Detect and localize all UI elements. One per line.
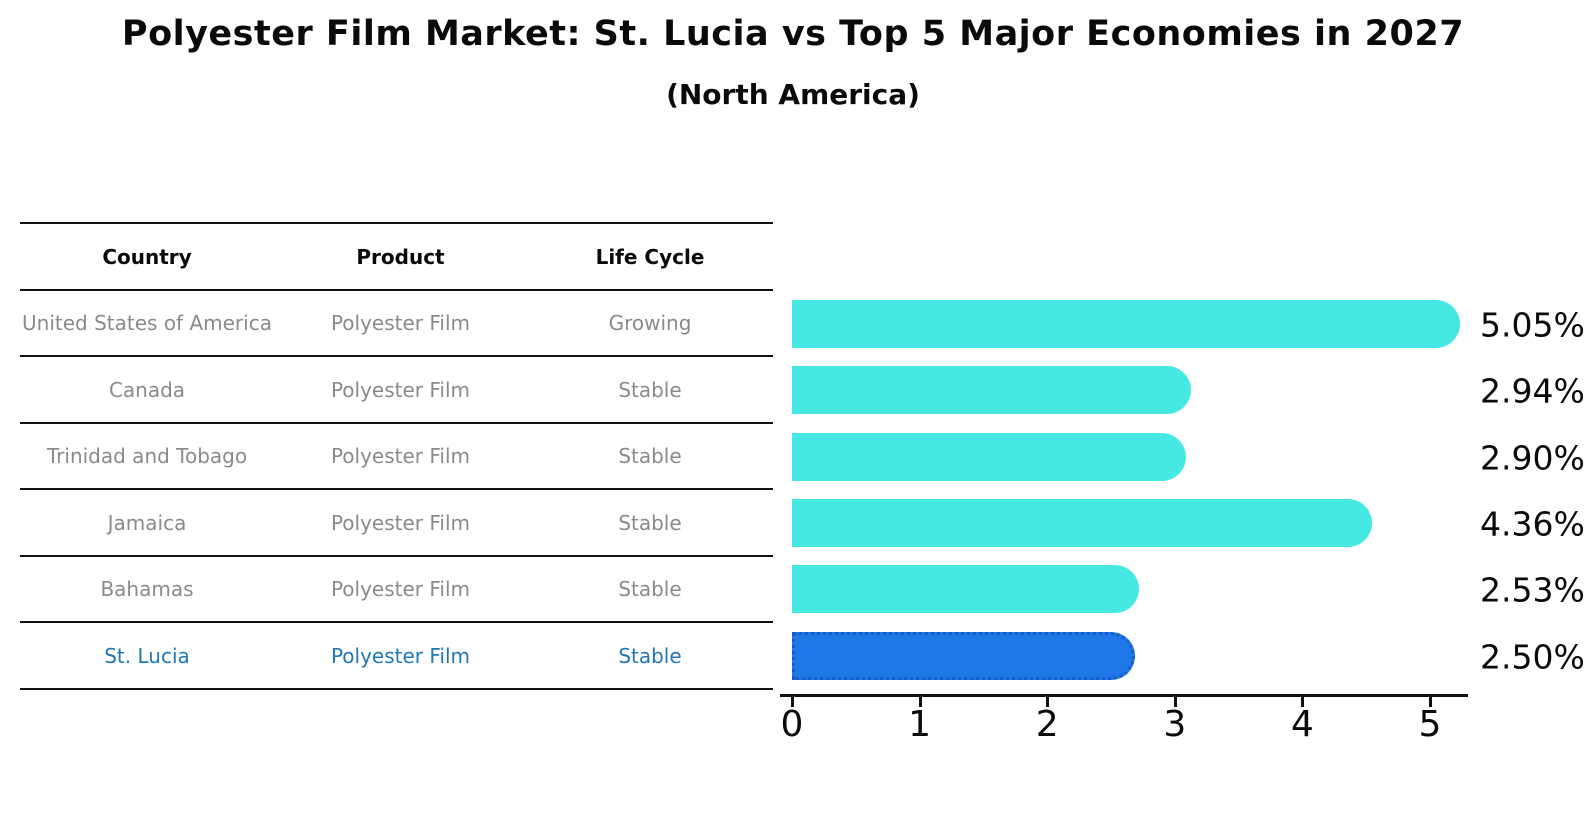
bar-united-states [792,300,1461,348]
bar-value-label: 2.94% [1480,371,1585,411]
country-cell: St. Lucia [104,643,190,668]
bar-value-label: 2.50% [1480,637,1585,676]
life-cycle-cell: Stable [618,510,682,535]
table-row: Jamaica Polyester Film Stable [20,490,773,555]
life-cycle-cell: Stable [618,444,682,468]
x-axis-tick-label: 0 [780,704,804,745]
table-rule [20,488,773,490]
bar-value-label: 5.05% [1480,305,1585,345]
bar-value-label: 4.36% [1480,504,1585,544]
country-cell: Bahamas [100,577,194,601]
column-header-life-cycle: Life Cycle [595,244,705,269]
x-axis-tick-label: 1 [908,704,932,745]
product-cell: Polyester Film [330,311,471,335]
table-rule [20,355,773,357]
x-axis-tick [1046,697,1050,707]
column-header-country: Country [102,244,192,269]
table-rule [20,555,773,557]
table-rule [20,289,773,291]
table-rule [20,688,773,690]
page-subtitle: (North America) [666,78,920,111]
bar-bahamas [792,565,1139,614]
table-row: Canada Polyester Film Stable [20,357,773,422]
x-axis-tick [1429,697,1432,707]
x-axis-tick-label: 5 [1418,704,1442,745]
x-axis-tick [1301,697,1305,707]
table-row: United States of America Polyester Film … [20,291,773,355]
x-axis-tick-label: 2 [1035,704,1059,745]
country-cell: Trinidad and Tobago [46,444,248,468]
bar-jamaica [792,498,1373,547]
country-cell: United States of America [22,311,272,335]
product-cell: Polyester Film [330,577,471,601]
country-cell: Jamaica [107,510,187,535]
life-cycle-cell: Stable [618,643,682,668]
x-axis-tick [1173,697,1177,707]
x-axis-tick [918,697,922,707]
x-axis-tick-label: 3 [1163,704,1187,745]
product-cell: Polyester Film [330,444,471,468]
column-header-product: Product [356,244,445,269]
table-rule [20,422,773,424]
life-cycle-cell: Stable [618,577,682,601]
bar-value-label: 2.90% [1480,438,1585,478]
table-header-row: Country Product Life Cycle [20,224,773,289]
page-title: Polyester Film Market: St. Lucia vs Top … [121,14,1465,54]
x-axis-line [780,694,1468,697]
bar-canada [792,366,1192,415]
x-axis-tick-label: 4 [1290,704,1314,745]
table-row-highlight-st-lucia: St. Lucia Polyester Film Stable [20,623,773,688]
bar-value-label: 2.53% [1480,570,1585,610]
bar-trinidad-and-tobago [792,432,1187,481]
table-row: Trinidad and Tobago Polyester Film Stabl… [20,424,773,488]
country-table: Country Product Life Cycle United States… [20,0,773,823]
product-cell: Polyester Film [330,643,471,668]
country-cell: Canada [108,377,186,402]
table-row: Bahamas Polyester Film Stable [20,557,773,621]
life-cycle-cell: Growing [608,311,692,335]
x-axis-tick [791,697,794,707]
product-cell: Polyester Film [330,510,471,535]
table-rule [20,222,773,224]
life-cycle-cell: Stable [618,377,682,402]
table-rule [20,621,773,623]
bar-st-lucia [792,631,1135,680]
product-cell: Polyester Film [330,377,471,402]
